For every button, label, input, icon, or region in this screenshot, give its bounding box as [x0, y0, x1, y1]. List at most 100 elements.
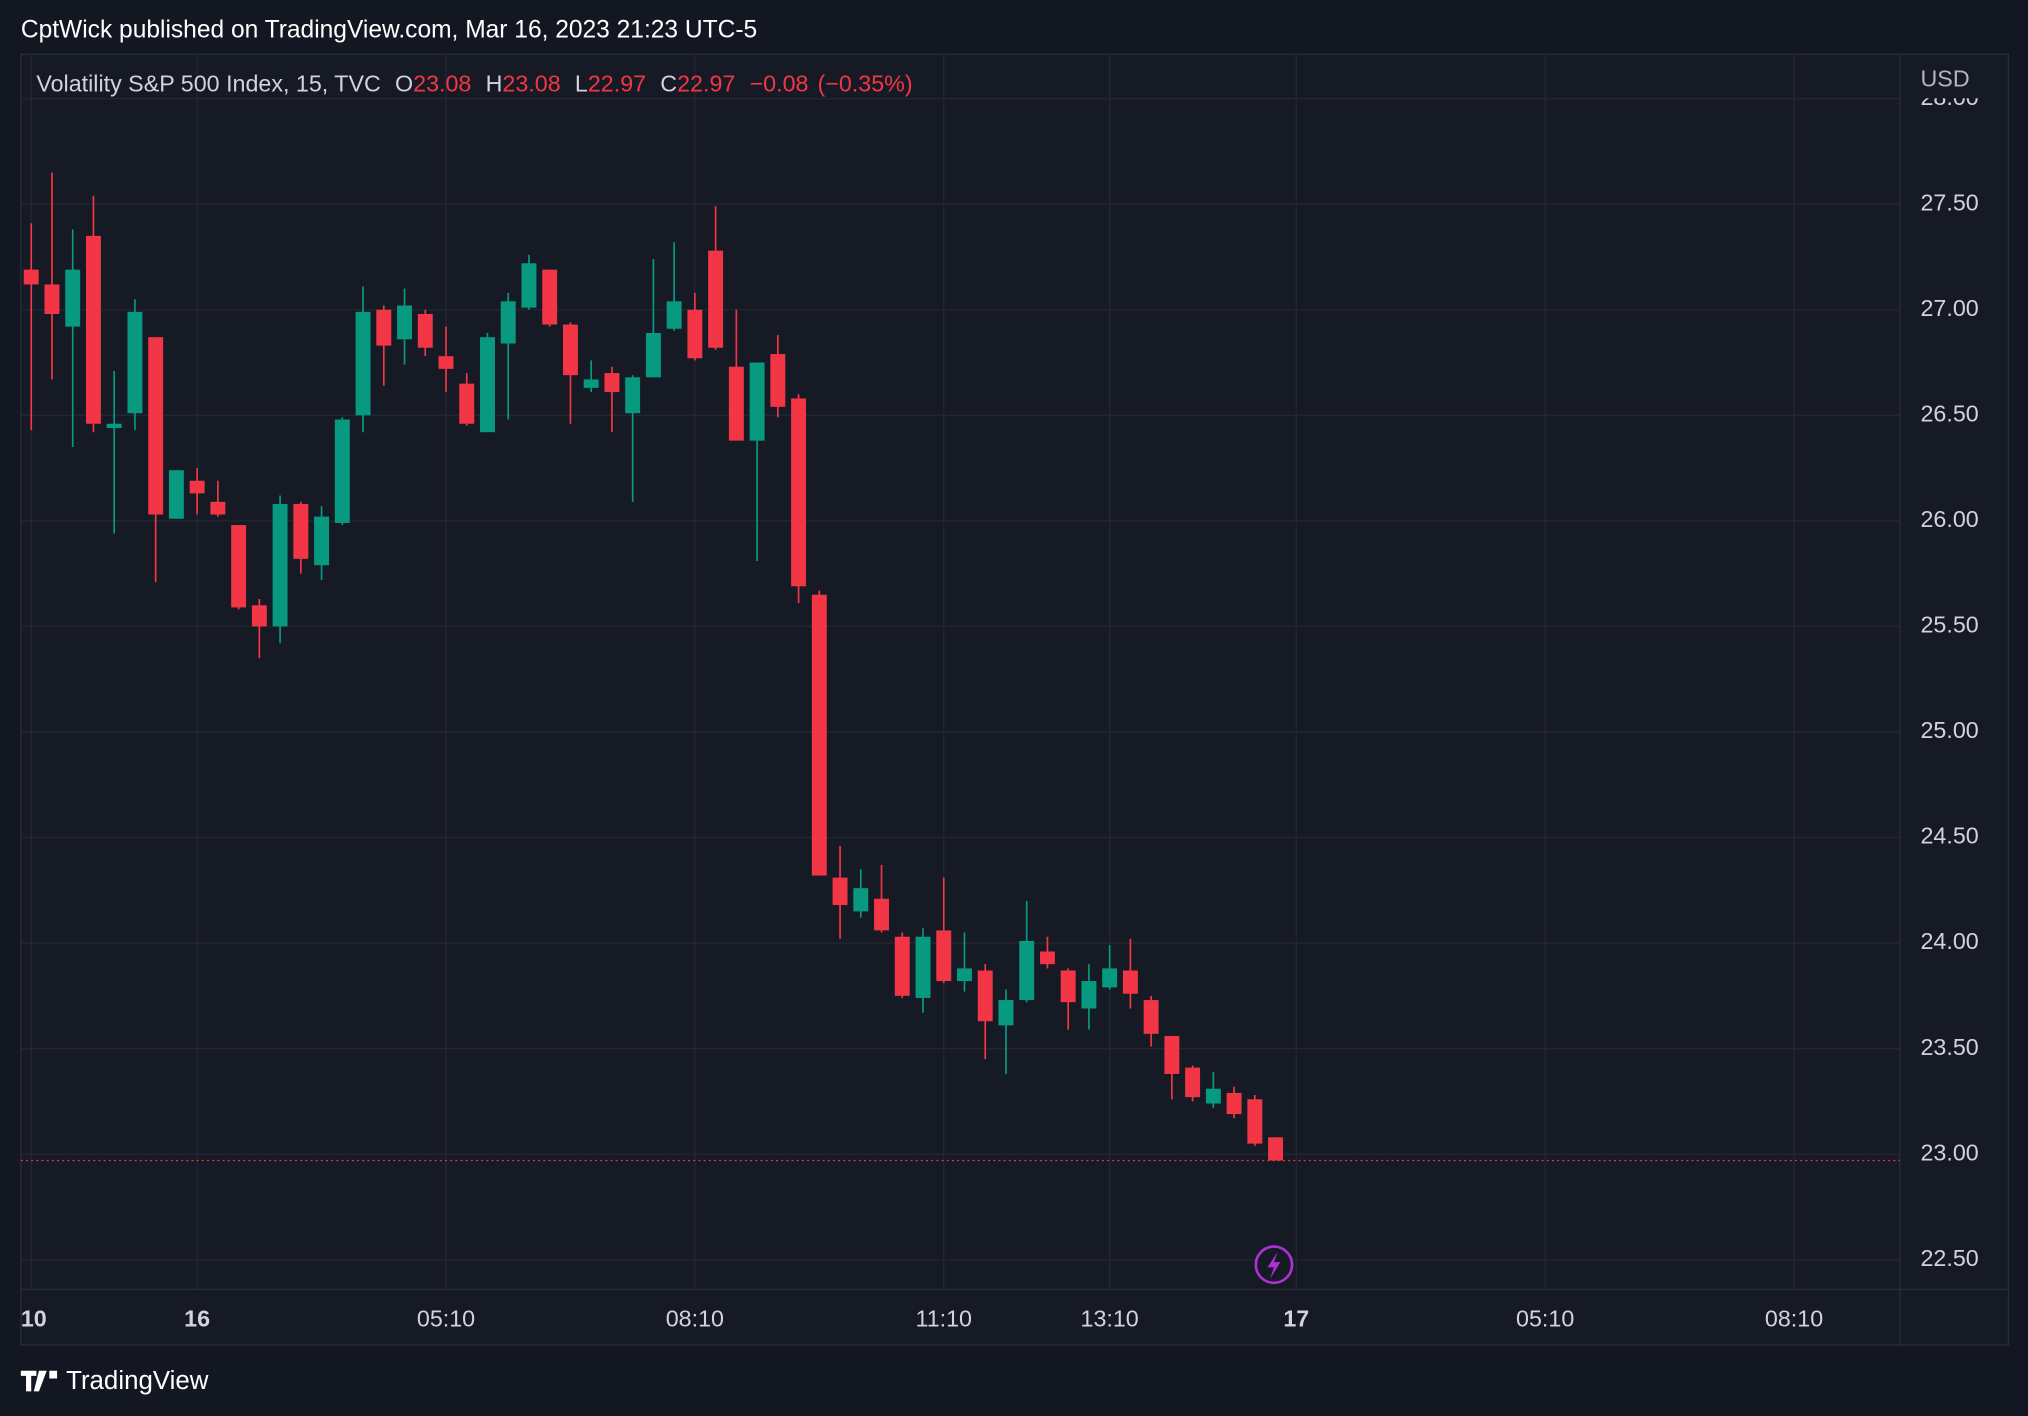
candle-body	[1185, 1067, 1201, 1098]
y-tick-label: 26.00	[1920, 506, 1978, 532]
symbol: Volatility S&P 500 Index, 15, TVC	[36, 70, 380, 96]
candle-body	[1205, 1088, 1221, 1104]
candles	[20, 172, 1900, 1162]
y-tick-label: 22.50	[1920, 1245, 1978, 1271]
candle-body	[210, 501, 226, 515]
candle-body	[562, 324, 578, 376]
candle-body	[791, 398, 807, 587]
candle-body	[749, 362, 765, 441]
candle-body	[438, 356, 454, 369]
candle-body	[355, 311, 371, 416]
event-bolt[interactable]	[1267, 1251, 1281, 1279]
c-label: C	[660, 70, 677, 96]
candle-body	[894, 936, 910, 996]
candle-body	[687, 309, 703, 359]
candle-body	[1247, 1099, 1263, 1144]
high-value: 23.08	[502, 70, 560, 96]
close-value: 22.97	[677, 70, 735, 96]
h-label: H	[486, 70, 503, 96]
candle-body	[417, 313, 433, 348]
candle-body	[293, 503, 309, 559]
candle-body	[625, 377, 641, 414]
logo	[20, 1370, 58, 1392]
candle-body	[314, 516, 330, 566]
x-tick-label: 17	[1283, 1305, 1309, 1331]
candle-body	[334, 419, 350, 523]
candle-body	[397, 305, 412, 340]
candle-body	[542, 269, 558, 325]
grid	[20, 54, 1900, 1290]
candle-body	[500, 301, 516, 344]
candle-body	[231, 525, 247, 608]
candle-body	[1226, 1092, 1242, 1115]
x-tick-label: 08:10	[666, 1305, 724, 1331]
y-tick-label: 27.50	[1920, 189, 1978, 215]
y-tick-label: 24.50	[1920, 823, 1978, 849]
candle-body	[770, 354, 786, 407]
candle-body	[666, 301, 682, 329]
y-tick-label: 24.00	[1920, 928, 1978, 954]
l-label: L	[575, 70, 588, 96]
x-tick-label: 05:10	[417, 1305, 475, 1331]
candle-body	[85, 235, 101, 424]
candle-body	[708, 250, 724, 348]
x-tick-label: 11:10	[915, 1305, 972, 1331]
candle-body	[1143, 1000, 1159, 1034]
candle-body	[148, 337, 164, 515]
candle-body	[459, 383, 475, 424]
change: −0.08	[750, 70, 809, 96]
candle-body	[998, 1000, 1014, 1026]
candle-body	[1039, 951, 1055, 965]
candle-body	[44, 284, 60, 314]
candle-body	[936, 930, 952, 982]
y-tick-label: 27.00	[1920, 295, 1978, 321]
y-tick-label: 25.00	[1920, 717, 1978, 743]
candle-body	[853, 888, 869, 912]
chart-frame	[20, 53, 2010, 1346]
candle-body	[65, 269, 81, 327]
o-label: O	[395, 70, 413, 96]
candle-body	[583, 379, 599, 388]
candle-body	[811, 594, 827, 876]
candle-body	[189, 480, 205, 494]
candle-body	[480, 337, 495, 433]
x-tick-label: 13:10	[1081, 1305, 1139, 1331]
y-tick-label: 23.00	[1920, 1139, 1978, 1165]
candle-body	[1102, 968, 1118, 988]
x-tick-label: 10	[21, 1305, 47, 1331]
currency-bg	[1902, 59, 2006, 99]
currency: USD	[1920, 65, 1969, 91]
y-tick-label: 26.50	[1920, 400, 1978, 426]
open-value: 23.08	[413, 70, 471, 96]
byline: CptWick published on TradingView.com, Ma…	[21, 17, 757, 44]
y-tick-label: 23.50	[1920, 1034, 1978, 1060]
candle-body	[521, 263, 537, 308]
candle-body	[168, 470, 184, 519]
x-tick-label: 16	[184, 1305, 210, 1331]
candle-body	[977, 970, 993, 1022]
candle-body	[251, 605, 267, 627]
logo-mark	[20, 1370, 58, 1392]
change-pct: (−0.35%)	[818, 70, 913, 96]
candle-body	[728, 366, 744, 441]
candle-body	[874, 898, 889, 931]
candle-body	[23, 269, 39, 285]
x-tick-label: 05:10	[1516, 1305, 1574, 1331]
candle-body	[832, 877, 848, 906]
candle-body	[127, 311, 143, 414]
event-icon[interactable]	[1254, 1245, 1294, 1285]
x-tick-label: 08:10	[1765, 1305, 1823, 1331]
candle-body	[1081, 981, 1097, 1009]
footer-brand: TradingView	[66, 1367, 209, 1395]
candle-body	[915, 936, 931, 998]
candle-body	[1122, 970, 1138, 994]
candle-body	[957, 968, 972, 982]
low-value: 22.97	[588, 70, 646, 96]
candle-body	[1060, 970, 1076, 1003]
candle-body	[1268, 1137, 1284, 1161]
candle-body	[106, 423, 122, 428]
candle-body	[1019, 940, 1035, 1001]
candle-body	[604, 373, 620, 393]
